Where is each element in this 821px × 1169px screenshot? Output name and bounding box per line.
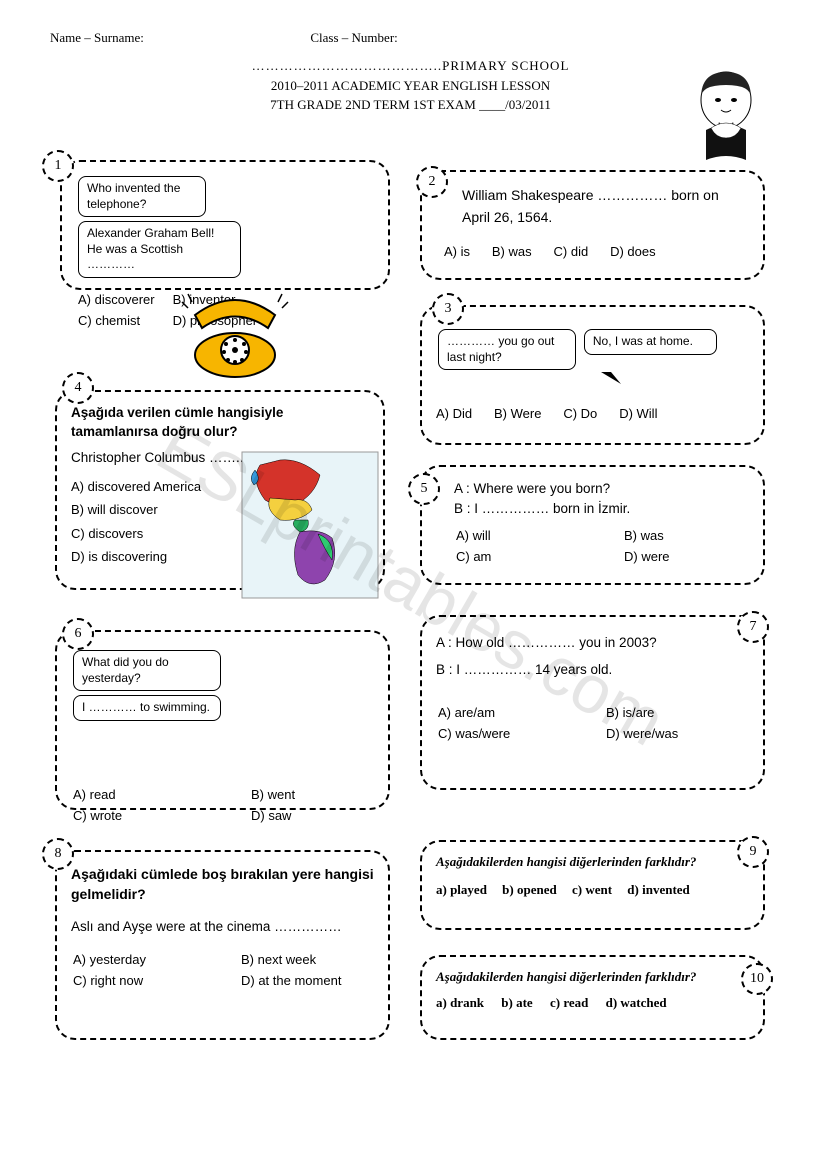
q2-box: 2 William Shakespeare …………… born on Apri…: [420, 170, 765, 280]
q6-bubble1: What did you do yesterday?: [73, 650, 221, 691]
q8-prompt: Aşağıdaki cümlede boş bırakılan yere han…: [71, 864, 374, 905]
q8-a: A) yesterday: [73, 950, 239, 969]
q3-b: B) Were: [494, 406, 541, 421]
q7-c: C) was/were: [438, 724, 604, 743]
q7-a: A) are/am: [438, 703, 604, 722]
q7-lineB: B : I …………… 14 years old.: [436, 656, 749, 683]
q1-c: C) chemist: [78, 311, 171, 330]
q5-number: 5: [408, 473, 440, 505]
q5-lineA: A : Where were you born?: [454, 479, 749, 499]
q2-a: A) is: [444, 244, 470, 259]
q1-bubble2: Alexander Graham Bell! He was a Scottish…: [78, 221, 241, 278]
class-label: Class – Number:: [310, 30, 397, 45]
q8-d: D) at the moment: [241, 971, 357, 990]
q5-options: A) willB) was C) amD) were: [454, 524, 688, 568]
q6-box: What did you do yesterday? I ………… to swi…: [55, 630, 390, 810]
q5-c: C) am: [456, 547, 622, 566]
telephone-icon: [180, 290, 290, 380]
q8-c: C) right now: [73, 971, 239, 990]
worksheet-page: ESLprintables.com Name – Surname: Class …: [0, 0, 821, 1169]
exam-line: 7TH GRADE 2ND TERM 1ST EXAM ____/03/2011: [50, 95, 771, 115]
q10-box: 10 Aşağıdakilerden hangisi diğerlerinden…: [420, 955, 765, 1040]
q3-options: A) Did B) Were C) Do D) Will: [436, 405, 749, 421]
q9-c: c) went: [572, 882, 612, 897]
q5-a: A) will: [456, 526, 622, 545]
q1-a: A) discoverer: [78, 290, 171, 309]
q2-number: 2: [416, 166, 448, 198]
header-row: Name – Surname: Class – Number:: [50, 30, 771, 46]
q3-a: A) Did: [436, 406, 472, 421]
q9-b: b) opened: [502, 882, 557, 897]
name-label: Name – Surname:: [50, 30, 144, 45]
americas-map-icon: [240, 450, 380, 600]
q10-c: c) read: [550, 995, 588, 1010]
q9-d: d) invented: [627, 882, 689, 897]
q3-box: 3 ………… you go out last night? No, I was …: [420, 305, 765, 445]
q8-stem: Aslı and Ayşe were at the cinema ……………: [71, 919, 374, 934]
q5-lineB: B : I …………… born in İzmir.: [454, 499, 749, 519]
q6-c: C) wrote: [73, 806, 249, 825]
q3-bubble2: No, I was at home.: [584, 329, 717, 355]
q3-c: C) Do: [563, 406, 597, 421]
year-line: 2010–2011 ACADEMIC YEAR ENGLISH LESSON: [50, 76, 771, 96]
q7-d: D) were/was: [606, 724, 694, 743]
q10-number: 10: [741, 963, 773, 995]
q8-box: Aşağıdaki cümlede boş bırakılan yere han…: [55, 850, 390, 1040]
q4-prompt: Aşağıda verilen cümle hangisiyle tamamla…: [71, 404, 369, 442]
q6-a: A) read: [73, 785, 249, 804]
q2-options: A) is B) was C) did D) does: [444, 243, 749, 259]
q6-b: B) went: [251, 785, 311, 804]
q8-number: 8: [42, 838, 74, 870]
q10-options: a) drank b) ate c) read d) watched: [436, 995, 749, 1011]
q8-options: A) yesterdayB) next week C) right nowD) …: [71, 948, 359, 992]
q6-options: A) readB) went C) wroteD) saw: [71, 783, 313, 827]
q10-b: b) ate: [501, 995, 532, 1010]
q4-number: 4: [62, 372, 94, 404]
q5-box: 5 A : Where were you born? B : I …………… b…: [420, 465, 765, 585]
shakespeare-portrait: [681, 60, 771, 170]
q8-b: B) next week: [241, 950, 357, 969]
q3-d: D) Will: [619, 406, 657, 421]
speech-tail-icon: [596, 372, 656, 386]
q6-number: 6: [62, 618, 94, 650]
q10-d: d) watched: [606, 995, 667, 1010]
q6-bubble2: I ………… to swimming.: [73, 695, 221, 721]
q10-a: a) drank: [436, 995, 484, 1010]
q9-options: a) played b) opened c) went d) invented: [436, 882, 749, 898]
q7-lineA: A : How old …………… you in 2003?: [436, 629, 749, 656]
q3-bubble1: ………… you go out last night?: [438, 329, 576, 370]
q7-b: B) is/are: [606, 703, 694, 722]
q5-d: D) were: [624, 547, 686, 566]
q9-number: 9: [737, 836, 769, 868]
school-line: …………………………………..PRIMARY SCHOOL: [50, 56, 771, 76]
q5-b: B) was: [624, 526, 686, 545]
q1-bubble1: Who invented the telephone?: [78, 176, 206, 217]
q2-c: C) did: [554, 244, 589, 259]
q2-text: William Shakespeare …………… born on April …: [462, 184, 749, 229]
q3-number: 3: [432, 293, 464, 325]
q10-prompt: Aşağıdakilerden hangisi diğerlerinden fa…: [436, 969, 749, 985]
q9-prompt: Aşağıdakilerden hangisi diğerlerinden fa…: [436, 854, 749, 870]
q2-d: D) does: [610, 244, 656, 259]
q7-options: A) are/amB) is/are C) was/wereD) were/wa…: [436, 701, 696, 745]
q9-a: a) played: [436, 882, 487, 897]
q6-d: D) saw: [251, 806, 311, 825]
q1-box: Who invented the telephone? Alexander Gr…: [60, 160, 390, 290]
q7-number: 7: [737, 611, 769, 643]
q9-box: 9 Aşağıdakilerden hangisi diğerlerinden …: [420, 840, 765, 930]
q1-number: 1: [42, 150, 74, 182]
q2-b: B) was: [492, 244, 532, 259]
q7-box: 7 A : How old …………… you in 2003? B : I ……: [420, 615, 765, 790]
title-block: …………………………………..PRIMARY SCHOOL 2010–2011 …: [50, 56, 771, 115]
